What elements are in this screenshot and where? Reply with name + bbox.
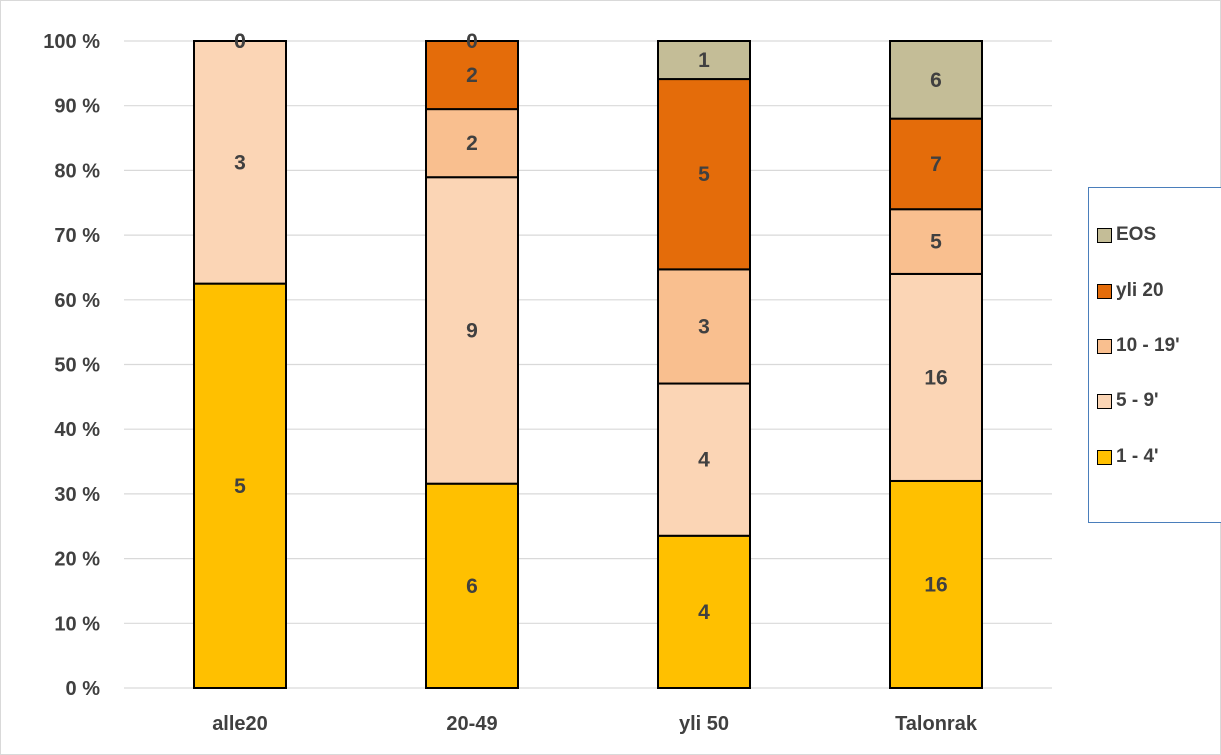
data-label-yli-50-1-4: 4 <box>698 601 710 624</box>
y-tick-label: 0 % <box>66 678 101 700</box>
data-label-20-49-5-9: 9 <box>466 319 478 342</box>
data-label-talonrak-yli-20: 7 <box>930 153 942 176</box>
y-tick-label: 10 % <box>54 613 100 635</box>
x-tick-label-alle20: alle20 <box>212 713 268 735</box>
legend: EOS yli 20 10 - 19' 5 - 9' 1 - 4' <box>1088 187 1221 523</box>
data-label-20-49-10-19: 2 <box>466 132 478 155</box>
data-label-yli-50-5-9: 4 <box>698 449 710 472</box>
bar-talonrak-5-9 <box>889 272 983 482</box>
data-label-talonrak-eos: 6 <box>930 69 942 92</box>
x-tick-label-yli-50: yli 50 <box>679 713 729 735</box>
data-label-alle20-1-4: 5 <box>234 475 246 498</box>
y-tick-label: 60 % <box>54 290 100 312</box>
data-label-alle20-yli-20: 0 <box>234 30 246 53</box>
bar-20-49-1-4 <box>425 482 519 689</box>
data-label-20-49-1-4: 6 <box>466 575 478 598</box>
y-tick-label: 100 % <box>43 31 100 53</box>
data-label-20-49-yli-20: 2 <box>466 64 478 87</box>
x-tick-label-20-49: 20-49 <box>446 713 497 735</box>
bar-yli-50-5-9 <box>657 382 751 537</box>
legend-swatch-1-4 <box>1097 449 1112 465</box>
legend-label-10-19: 10 - 19' <box>1116 335 1180 356</box>
y-tick-label: 90 % <box>54 96 100 118</box>
y-tick-label: 70 % <box>54 225 100 247</box>
bars <box>193 40 983 689</box>
legend-swatch-yli-20 <box>1097 283 1112 299</box>
data-label-yli-50-eos: 1 <box>698 49 710 72</box>
data-label-talonrak-1-4: 16 <box>924 573 947 596</box>
x-tick-label-talonrak: Talonrak <box>895 713 978 735</box>
bar-alle20-1-4 <box>193 282 287 689</box>
bar-yli-50-yli-20 <box>657 78 751 271</box>
data-label-talonrak-5-9: 16 <box>924 366 947 389</box>
bar-20-49-yli-20 <box>425 40 519 111</box>
legend-label-yli-20: yli 20 <box>1116 280 1164 301</box>
bar-talonrak-1-4 <box>889 479 983 689</box>
legend-swatch-5-9 <box>1097 393 1112 409</box>
data-label-20-49-eos: 0 <box>466 30 478 53</box>
y-tick-label: 50 % <box>54 355 100 377</box>
legend-item-eos: EOS <box>1097 223 1156 247</box>
data-label-yli-50-yli-20: 5 <box>698 163 710 186</box>
legend-item-yli-20: yli 20 <box>1097 279 1164 303</box>
data-label-yli-50-10-19: 3 <box>698 315 710 338</box>
legend-swatch-10-19 <box>1097 338 1112 354</box>
data-label-alle20-5-9: 3 <box>234 151 246 174</box>
y-tick-label: 80 % <box>54 160 100 182</box>
bar-yli-50-1-4 <box>657 534 751 689</box>
x-axis-ticks: alle20 20-49 yli 50 Talonrak <box>212 713 978 735</box>
bar-yli-50-eos <box>657 40 751 81</box>
data-label-talonrak-10-19: 5 <box>930 231 942 254</box>
bar-yli-50-10-19 <box>657 268 751 385</box>
y-tick-label: 40 % <box>54 419 100 441</box>
legend-label-eos: EOS <box>1116 224 1157 245</box>
legend-label-1-4: 1 - 4' <box>1116 446 1159 467</box>
legend-label-5-9: 5 - 9' <box>1116 390 1159 411</box>
y-tick-label: 30 % <box>54 484 100 506</box>
bar-talonrak-eos <box>889 40 983 120</box>
bar-alle20-5-9 <box>193 40 287 285</box>
legend-swatch-eos <box>1097 227 1112 243</box>
y-tick-label: 20 % <box>54 549 100 571</box>
bar-20-49-5-9 <box>425 176 519 485</box>
bar-talonrak-10-19 <box>889 208 983 275</box>
y-axis-ticks: 0 % 10 % 20 % 30 % 40 % 50 % 60 % 70 % 80 % 90 % 1… <box>43 31 100 700</box>
legend-item-1-4: 1 - 4' <box>1097 445 1159 469</box>
bar-talonrak-yli-20 <box>889 117 983 211</box>
legend-item-5-9: 5 - 9' <box>1097 389 1159 413</box>
data-label-alle20-10-19: 0 <box>234 30 246 53</box>
legend-item-10-19: 10 - 19' <box>1097 334 1180 358</box>
